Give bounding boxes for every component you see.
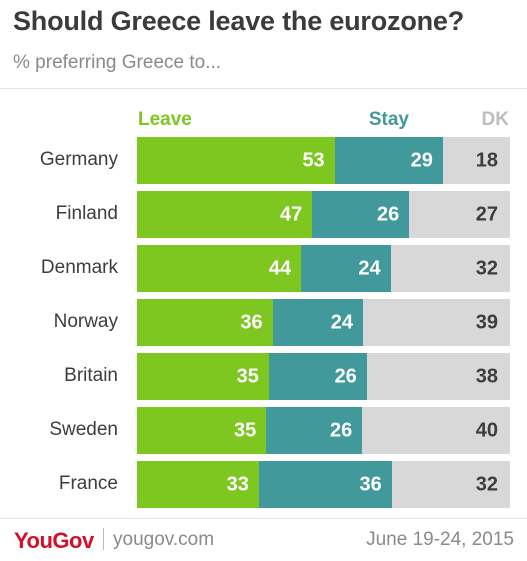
chart-title: Should Greece leave the eurozone?: [13, 6, 465, 36]
data-label-leave: 44: [268, 257, 292, 279]
data-label-leave: 47: [280, 203, 303, 225]
row-label: Sweden: [49, 418, 118, 440]
row-label: Finland: [55, 202, 118, 224]
data-label-dk: 18: [475, 149, 498, 171]
bar-segment-stay: 26: [312, 191, 410, 238]
data-label-leave: 36: [240, 311, 263, 333]
bar-segment-leave: 44: [137, 245, 302, 292]
bar-segment-dk: 32: [391, 461, 510, 508]
bar-segment-leave: 35: [137, 353, 269, 400]
data-label-dk: 38: [475, 365, 498, 387]
yougov-logo: YouGov: [14, 528, 94, 553]
bar-segment-dk: 18: [442, 137, 510, 184]
legend-stay: Stay: [368, 109, 409, 130]
bar-segment-stay: 36: [258, 461, 392, 508]
bar-segment-dk: 38: [366, 353, 510, 400]
data-label-stay: 29: [410, 149, 433, 171]
bar-row: 36 24 39: [137, 299, 510, 346]
bar-segment-stay: 29: [334, 137, 443, 184]
bar-segment-dk: 40: [362, 407, 510, 454]
data-label-stay: 24: [358, 257, 381, 279]
footer-divider: [0, 518, 527, 519]
survey-date: June 19-24, 2015: [366, 529, 514, 550]
data-label-dk: 39: [475, 311, 498, 333]
bar-segment-dk: 27: [409, 191, 510, 238]
data-label-stay: 26: [334, 365, 357, 387]
bar-segment-stay: 26: [266, 407, 363, 454]
data-label-leave: 53: [302, 149, 325, 171]
row-label: France: [58, 472, 118, 494]
bar-row: 33 36 32: [137, 461, 510, 508]
bar-segment-dk: 39: [363, 299, 510, 346]
bar-segment-dk: 32: [390, 245, 510, 292]
data-label-stay: 36: [359, 473, 382, 495]
data-label-stay: 24: [330, 311, 354, 333]
data-label-leave: 33: [226, 473, 249, 495]
row-label: Denmark: [40, 256, 118, 278]
bar-segment-stay: 24: [272, 299, 364, 346]
data-label-leave: 35: [236, 365, 259, 387]
bar-segment-leave: 36: [137, 299, 273, 346]
bar-row: 53 29 18: [137, 137, 510, 184]
chart-subtitle: % preferring Greece to...: [13, 52, 222, 73]
data-label-dk: 27: [475, 203, 498, 225]
data-label-dk: 32: [475, 257, 498, 279]
data-label-stay: 26: [330, 419, 353, 441]
site-link[interactable]: yougov.com: [113, 529, 215, 550]
data-label-leave: 35: [234, 419, 257, 441]
legend-dk: DK: [481, 109, 509, 130]
bar-row: 47 26 27: [137, 191, 510, 238]
data-label-stay: 26: [377, 203, 400, 225]
row-label: Norway: [53, 310, 118, 332]
data-label-dk: 32: [475, 473, 498, 495]
row-label: Britain: [64, 364, 118, 386]
row-label: Germany: [39, 148, 118, 170]
bar-segment-leave: 33: [137, 461, 259, 508]
bar-segment-leave: 35: [137, 407, 267, 454]
bar-segment-stay: 24: [301, 245, 391, 292]
logo-separator: [103, 528, 104, 550]
header-divider: [0, 88, 527, 89]
bar-row: 44 24 32: [137, 245, 510, 292]
bar-segment-stay: 26: [268, 353, 367, 400]
bar-row: 35 26 38: [137, 353, 510, 400]
bar-segment-leave: 47: [137, 191, 313, 238]
data-label-dk: 40: [475, 419, 498, 441]
legend-leave: Leave: [138, 109, 192, 130]
bar-row: 35 26 40: [137, 407, 510, 454]
bar-segment-leave: 53: [137, 137, 335, 184]
